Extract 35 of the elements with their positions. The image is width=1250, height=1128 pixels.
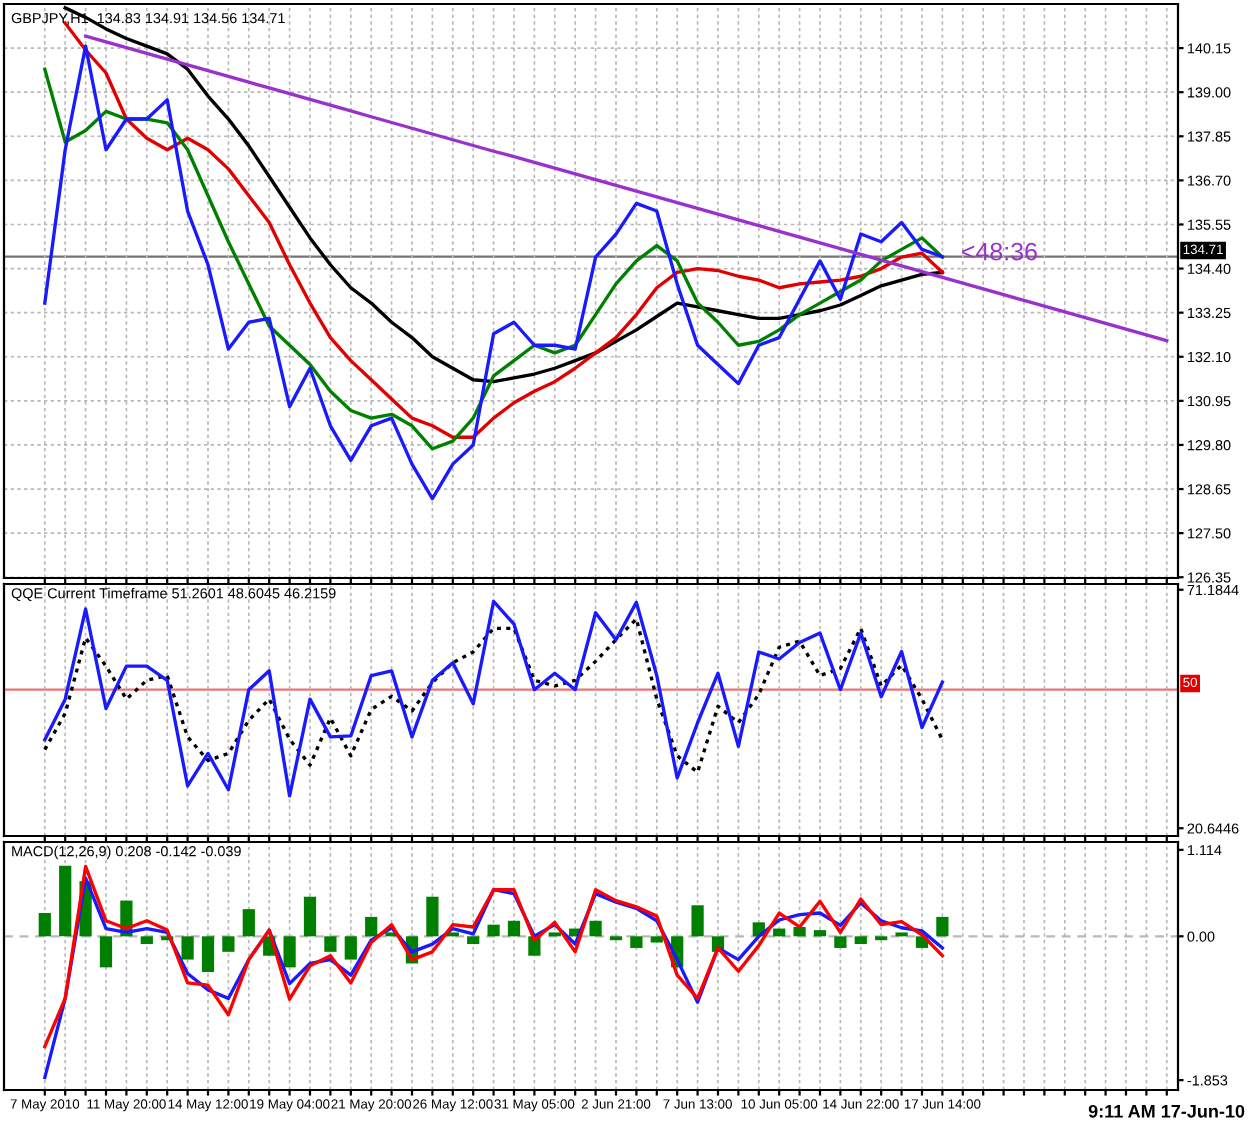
bar xyxy=(303,896,317,937)
bar xyxy=(813,930,827,937)
bar xyxy=(630,936,643,948)
bar xyxy=(426,896,439,937)
line-series xyxy=(43,876,945,1080)
bar xyxy=(936,916,949,937)
bar xyxy=(140,936,153,945)
bar xyxy=(467,936,480,945)
bar xyxy=(38,913,51,937)
bar xyxy=(344,936,357,960)
bar xyxy=(181,936,194,960)
bar xyxy=(242,909,255,937)
bar xyxy=(99,936,113,968)
line-series xyxy=(43,617,945,774)
bar xyxy=(283,936,296,968)
bar xyxy=(324,936,337,952)
line-series xyxy=(63,21,945,439)
bar xyxy=(365,916,378,937)
bar xyxy=(834,936,847,948)
line-series xyxy=(43,67,945,451)
line-series xyxy=(83,34,1169,343)
bar xyxy=(507,920,521,937)
line-series xyxy=(43,44,945,501)
bar xyxy=(201,936,215,973)
bar xyxy=(691,905,704,937)
bar xyxy=(487,924,500,937)
bar xyxy=(589,920,602,937)
bar xyxy=(854,936,867,945)
bar xyxy=(650,936,663,943)
bar xyxy=(222,936,235,952)
text: 9:11 AM 17-Jun-10 xyxy=(1088,1104,1245,1118)
bar xyxy=(59,865,72,937)
line-series xyxy=(43,864,945,1049)
bar xyxy=(793,927,806,937)
line-series xyxy=(43,599,945,798)
